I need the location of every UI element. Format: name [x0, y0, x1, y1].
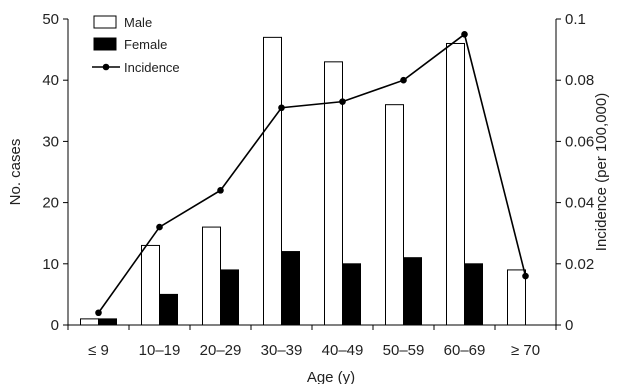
- y2-tick-label: 0.02: [565, 256, 594, 273]
- x-tick-label: 20–29: [200, 342, 242, 359]
- x-axis-title: Age (y): [307, 369, 355, 384]
- y-axis-title: No. cases: [7, 139, 24, 206]
- bar-male: [141, 244, 160, 326]
- legend-incidence-marker: [102, 63, 110, 71]
- y2-tick-label: 0.08: [565, 72, 594, 89]
- y-tick-label: 20: [42, 195, 59, 212]
- bar-male: [446, 42, 465, 326]
- legend-male-swatch: [93, 15, 117, 29]
- incidence-point: [95, 309, 102, 317]
- legend: Male Female Incidence: [92, 15, 180, 75]
- x-tick-label: ≤ 9: [88, 342, 109, 359]
- y-tick-label: 10: [42, 256, 59, 273]
- y-tick-label: 40: [42, 72, 59, 89]
- incidence-point: [400, 76, 407, 84]
- incidence-point: [156, 223, 163, 231]
- x-tick-label: 10–19: [139, 342, 181, 359]
- x-tick-label: 50–59: [383, 342, 425, 359]
- y-tick-label: 30: [42, 133, 59, 150]
- incidence-line-group: [95, 31, 529, 317]
- bar-female: [159, 293, 178, 326]
- bar-male: [507, 269, 526, 326]
- incidence-point: [217, 187, 224, 194]
- bars-group: [80, 36, 526, 326]
- legend-female-swatch: [93, 37, 117, 51]
- y-tick-label: 0: [51, 317, 59, 334]
- x-tick-label: ≥ 70: [511, 342, 540, 359]
- bar-female: [220, 269, 239, 326]
- bar-female: [342, 263, 361, 326]
- y2-axis-title: Incidence (per 100,000): [593, 93, 610, 251]
- incidence-point: [461, 31, 468, 38]
- incidence-point: [339, 98, 346, 105]
- bar-female: [98, 318, 117, 326]
- x-tick-label: 40–49: [322, 342, 364, 359]
- axes-group: 0 10 20 30 40 50 0 0.02 0.04 0.06 0.08 0.1 ≤ 9 10–19 2…: [42, 11, 594, 359]
- bar-female: [281, 251, 300, 326]
- legend-label: Female: [124, 37, 167, 52]
- incidence-point: [522, 272, 529, 280]
- y2-tick-label: 0.1: [565, 11, 586, 28]
- y2-tick-label: 0.04: [565, 195, 594, 212]
- y2-tick-label: 0.06: [565, 133, 594, 150]
- bar-female: [403, 257, 422, 326]
- bar-male: [263, 36, 282, 326]
- x-tick-label: 60–69: [444, 342, 486, 359]
- bar-male: [80, 318, 99, 326]
- legend-label: Male: [124, 15, 152, 30]
- bar-female: [464, 263, 483, 326]
- x-tick-label: 30–39: [261, 342, 303, 359]
- y-tick-label: 50: [42, 11, 59, 28]
- y2-tick-label: 0: [565, 317, 573, 334]
- bar-male: [385, 104, 404, 326]
- incidence-point: [278, 104, 285, 112]
- bar-male: [202, 226, 221, 326]
- legend-label: Incidence: [124, 60, 180, 75]
- incidence-line: [97, 32, 527, 314]
